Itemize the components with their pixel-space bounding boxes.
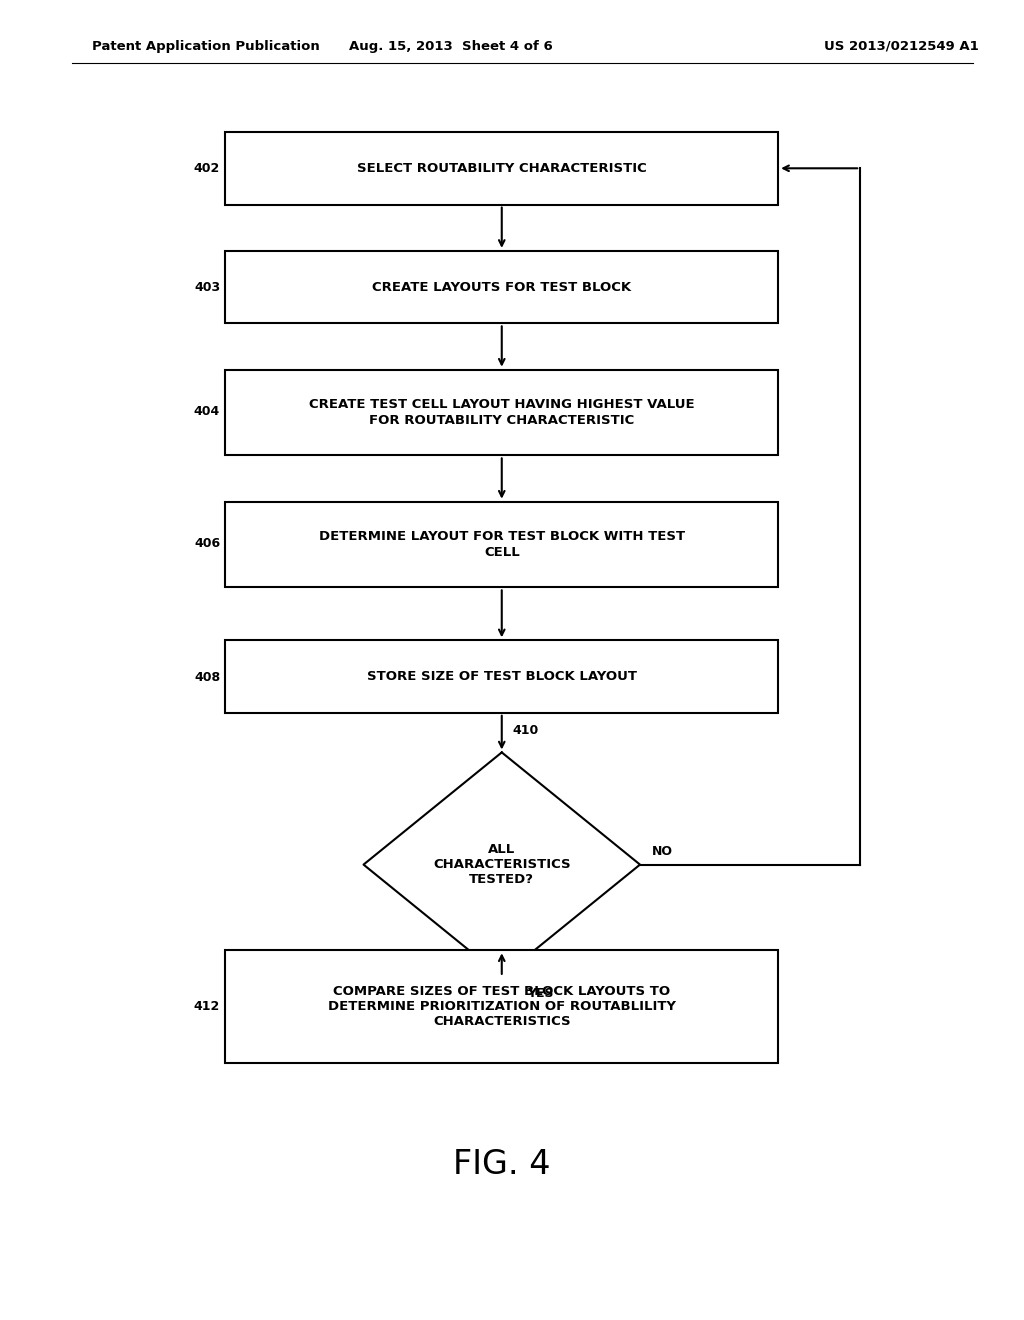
- FancyBboxPatch shape: [225, 950, 778, 1063]
- Text: CREATE TEST CELL LAYOUT HAVING HIGHEST VALUE
FOR ROUTABILITY CHARACTERISTIC: CREATE TEST CELL LAYOUT HAVING HIGHEST V…: [309, 399, 694, 426]
- FancyBboxPatch shape: [225, 370, 778, 455]
- Text: Patent Application Publication: Patent Application Publication: [92, 40, 319, 53]
- Text: 410: 410: [512, 723, 539, 737]
- Text: 412: 412: [194, 1001, 220, 1012]
- Text: CREATE LAYOUTS FOR TEST BLOCK: CREATE LAYOUTS FOR TEST BLOCK: [372, 281, 632, 293]
- FancyBboxPatch shape: [225, 251, 778, 323]
- Text: YES: YES: [527, 987, 554, 1001]
- Text: STORE SIZE OF TEST BLOCK LAYOUT: STORE SIZE OF TEST BLOCK LAYOUT: [367, 671, 637, 682]
- FancyBboxPatch shape: [225, 132, 778, 205]
- Polygon shape: [364, 752, 640, 977]
- Text: US 2013/0212549 A1: US 2013/0212549 A1: [823, 40, 979, 53]
- Text: 402: 402: [194, 162, 220, 176]
- Text: COMPARE SIZES OF TEST BLOCK LAYOUTS TO
DETERMINE PRIORITIZATION OF ROUTABLILITY
: COMPARE SIZES OF TEST BLOCK LAYOUTS TO D…: [328, 985, 676, 1028]
- Text: FIG. 4: FIG. 4: [453, 1147, 551, 1180]
- Text: 408: 408: [194, 671, 220, 684]
- Text: NO: NO: [652, 845, 674, 858]
- Text: ALL
CHARACTERISTICS
TESTED?: ALL CHARACTERISTICS TESTED?: [433, 843, 570, 886]
- Text: SELECT ROUTABILITY CHARACTERISTIC: SELECT ROUTABILITY CHARACTERISTIC: [357, 162, 646, 174]
- FancyBboxPatch shape: [225, 640, 778, 713]
- FancyBboxPatch shape: [225, 502, 778, 587]
- Text: DETERMINE LAYOUT FOR TEST BLOCK WITH TEST
CELL: DETERMINE LAYOUT FOR TEST BLOCK WITH TES…: [318, 531, 685, 558]
- Text: 404: 404: [194, 405, 220, 418]
- Text: 403: 403: [194, 281, 220, 294]
- Text: 406: 406: [194, 537, 220, 550]
- Text: Aug. 15, 2013  Sheet 4 of 6: Aug. 15, 2013 Sheet 4 of 6: [349, 40, 552, 53]
